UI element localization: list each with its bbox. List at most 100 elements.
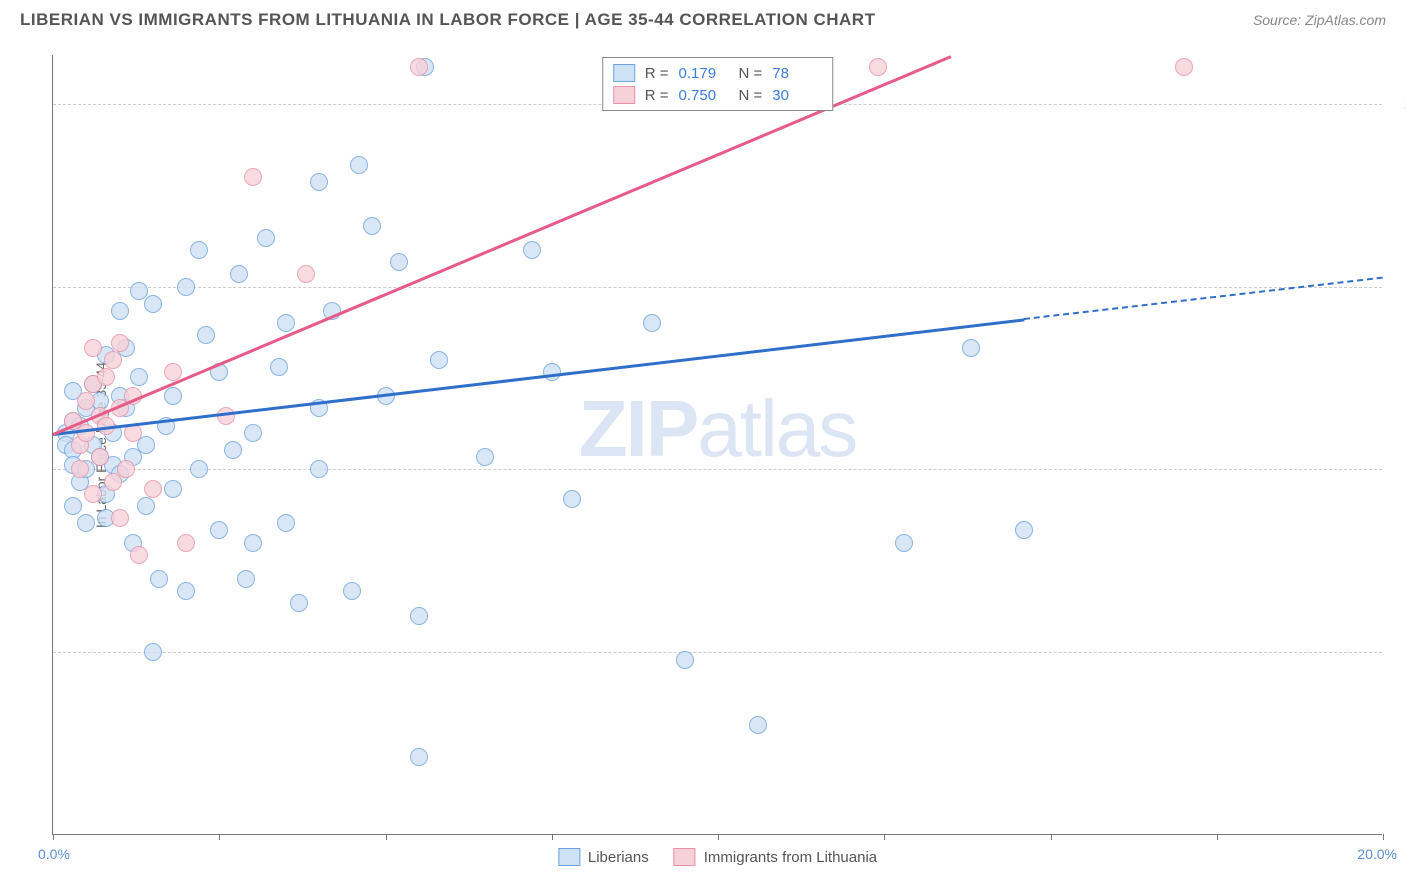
- series-legend: Liberians Immigrants from Lithuania: [558, 848, 877, 866]
- y-tick-label: 77.5%: [1392, 644, 1406, 660]
- x-axis-min-label: 0.0%: [38, 846, 70, 862]
- data-point: [476, 448, 494, 466]
- data-point: [77, 392, 95, 410]
- data-point: [390, 253, 408, 271]
- data-point: [230, 265, 248, 283]
- gridline: [53, 287, 1382, 288]
- data-point: [150, 570, 168, 588]
- data-point: [310, 173, 328, 191]
- data-point: [91, 448, 109, 466]
- data-point: [144, 295, 162, 313]
- data-point: [164, 387, 182, 405]
- legend-row-lithuanians: R = 0.750 N = 30: [613, 84, 823, 106]
- data-point: [111, 334, 129, 352]
- data-point: [244, 168, 262, 186]
- data-point: [343, 582, 361, 600]
- data-point: [190, 460, 208, 478]
- trend-line: [1024, 277, 1383, 321]
- data-point: [177, 278, 195, 296]
- legend-item-lithuanians: Immigrants from Lithuania: [674, 848, 877, 866]
- data-point: [363, 217, 381, 235]
- data-point: [164, 480, 182, 498]
- data-point: [410, 58, 428, 76]
- gridline: [53, 469, 1382, 470]
- data-point: [84, 485, 102, 503]
- data-point: [297, 265, 315, 283]
- trend-line: [53, 55, 952, 435]
- data-point: [310, 460, 328, 478]
- data-point: [144, 480, 162, 498]
- y-tick-label: 100.0%: [1392, 96, 1406, 112]
- data-point: [277, 314, 295, 332]
- data-point: [137, 436, 155, 454]
- data-point: [210, 521, 228, 539]
- x-tick: [386, 834, 387, 840]
- x-tick: [219, 834, 220, 840]
- data-point: [410, 607, 428, 625]
- data-point: [523, 241, 541, 259]
- data-point: [869, 58, 887, 76]
- y-tick-label: 85.0%: [1392, 461, 1406, 477]
- data-point: [543, 363, 561, 381]
- data-point: [130, 368, 148, 386]
- data-point: [104, 351, 122, 369]
- chart-title: LIBERIAN VS IMMIGRANTS FROM LITHUANIA IN…: [20, 10, 875, 30]
- data-point: [137, 497, 155, 515]
- data-point: [277, 514, 295, 532]
- watermark: ZIPatlas: [579, 383, 856, 475]
- data-point: [237, 570, 255, 588]
- data-point: [1015, 521, 1033, 539]
- source-label: Source: ZipAtlas.com: [1253, 12, 1386, 28]
- correlation-legend: R = 0.179 N = 78 R = 0.750 N = 30: [602, 57, 834, 111]
- data-point: [84, 339, 102, 357]
- data-point: [290, 594, 308, 612]
- data-point: [164, 363, 182, 381]
- legend-item-liberians: Liberians: [558, 848, 649, 866]
- data-point: [643, 314, 661, 332]
- legend-swatch-icon: [558, 848, 580, 866]
- x-tick: [1383, 834, 1384, 840]
- x-tick: [1051, 834, 1052, 840]
- data-point: [71, 460, 89, 478]
- x-tick: [718, 834, 719, 840]
- data-point: [1175, 58, 1193, 76]
- data-point: [77, 514, 95, 532]
- data-point: [244, 424, 262, 442]
- legend-swatch-icon: [613, 64, 635, 82]
- data-point: [257, 229, 275, 247]
- data-point: [117, 460, 135, 478]
- x-axis-max-label: 20.0%: [1357, 846, 1397, 862]
- data-point: [563, 490, 581, 508]
- data-point: [430, 351, 448, 369]
- data-point: [350, 156, 368, 174]
- data-point: [130, 546, 148, 564]
- y-tick-label: 92.5%: [1392, 279, 1406, 295]
- data-point: [144, 643, 162, 661]
- legend-row-liberians: R = 0.179 N = 78: [613, 62, 823, 84]
- data-point: [64, 497, 82, 515]
- legend-swatch-icon: [674, 848, 696, 866]
- x-tick: [552, 834, 553, 840]
- data-point: [111, 509, 129, 527]
- data-point: [224, 441, 242, 459]
- legend-swatch-icon: [613, 86, 635, 104]
- data-point: [177, 534, 195, 552]
- x-tick: [884, 834, 885, 840]
- data-point: [749, 716, 767, 734]
- data-point: [962, 339, 980, 357]
- data-point: [410, 748, 428, 766]
- data-point: [177, 582, 195, 600]
- data-point: [111, 302, 129, 320]
- x-tick: [1217, 834, 1218, 840]
- data-point: [676, 651, 694, 669]
- x-tick: [53, 834, 54, 840]
- gridline: [53, 652, 1382, 653]
- data-point: [77, 424, 95, 442]
- data-point: [97, 368, 115, 386]
- chart-plot-area: In Labor Force | Age 35-44 77.5%85.0%92.…: [52, 55, 1382, 835]
- data-point: [190, 241, 208, 259]
- data-point: [895, 534, 913, 552]
- data-point: [270, 358, 288, 376]
- data-point: [197, 326, 215, 344]
- data-point: [244, 534, 262, 552]
